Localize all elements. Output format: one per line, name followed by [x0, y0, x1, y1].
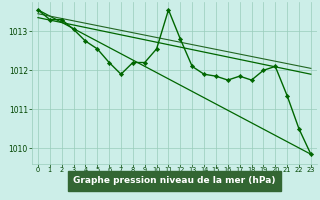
- X-axis label: Graphe pression niveau de la mer (hPa): Graphe pression niveau de la mer (hPa): [73, 176, 276, 185]
